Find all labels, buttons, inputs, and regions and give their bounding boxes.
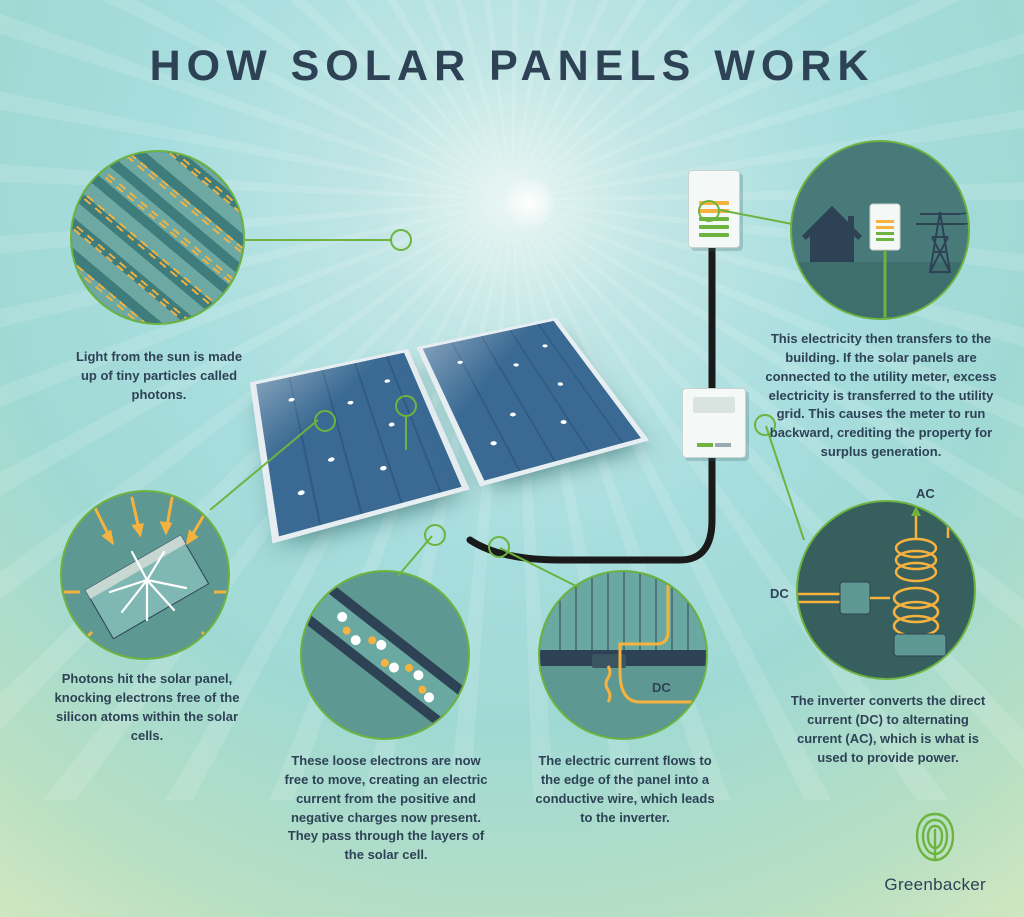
brand-name: Greenbacker	[884, 875, 986, 895]
brand-logo: Greenbacker	[884, 808, 986, 895]
callout-line-panelcenter	[0, 0, 1024, 917]
fingerprint-icon	[913, 808, 957, 864]
